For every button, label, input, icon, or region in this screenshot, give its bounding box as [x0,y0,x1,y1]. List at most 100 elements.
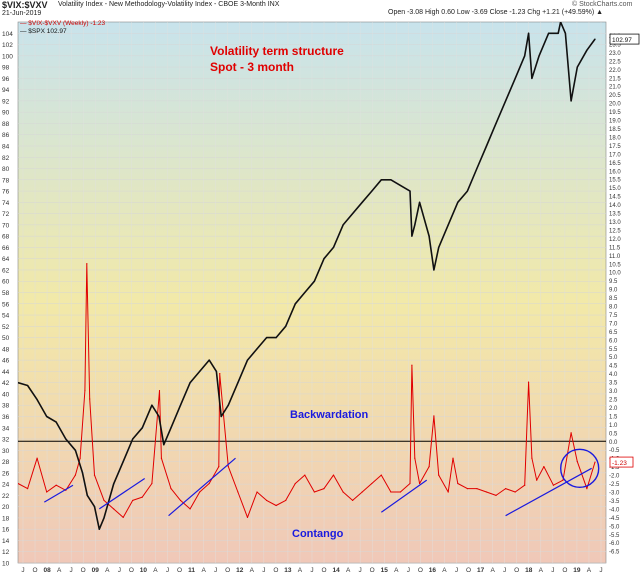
spx-point [86,494,88,496]
right-tick-label: 23.0 [609,51,621,57]
spx-point [93,506,96,508]
spread-point [452,457,454,459]
x-tick-label: O [177,567,182,574]
x-tick-label: 12 [236,567,244,574]
spread-point [313,491,315,493]
spx-point [564,32,566,34]
spx-point [380,179,382,181]
left-tick-label: 22 [2,493,10,500]
spread-point [505,488,507,490]
right-tick-label: 16.0 [609,169,621,175]
spx-point [411,235,413,237]
spread-point [132,499,134,502]
spx-price-badge [609,33,640,45]
left-tick-label: 74 [2,200,10,207]
spx-point [570,100,572,102]
right-tick-label: 14.0 [609,203,621,209]
spread-point [361,491,363,493]
spx-point [531,77,533,79]
spx-price-badge-text: 102.97 [612,37,632,44]
spx-point [361,201,363,203]
spread-point [189,508,191,510]
spx-point [594,38,596,40]
spx-point [256,348,258,350]
right-tick-label: -1.5 [609,465,620,471]
spx-point [18,382,19,384]
spread-price-badge [609,456,634,468]
series-layer [18,22,606,531]
left-tick-label: 66 [2,245,10,252]
spread-point [466,488,468,490]
right-tick-label: 3.5 [609,381,618,387]
spread-point [246,516,249,518]
right-tick-label: 12.0 [609,237,621,243]
spx-point [447,224,449,226]
x-tick-label: O [562,567,567,574]
x-tick-label: O [81,567,86,574]
right-tick-label: 6.0 [609,338,618,344]
spx-point [428,235,430,237]
spread-point [543,466,545,468]
right-tick-label: 1.5 [609,414,618,420]
left-tick-label: 60 [2,279,10,286]
left-tick-label: 62 [2,267,10,274]
left-tick-label: 12 [2,549,10,556]
left-tick-label: 40 [2,391,10,398]
spx-point [476,167,478,170]
right-tick-label: -2.5 [609,482,620,488]
left-tick-label: 52 [2,324,10,331]
right-tick-label: 2.5 [609,398,618,404]
spx-point [163,444,165,446]
x-tick-label: O [514,567,519,574]
x-tick-label: J [407,567,410,574]
spread-point [18,482,19,485]
right-tick-label: 7.5 [609,313,618,319]
backwardation-label: Backwardation [290,409,369,421]
ohlc-readout: Open -3.08 High 0.60 Low -3.69 Close -1.… [388,9,604,16]
x-tick-label: 13 [284,567,292,574]
x-tick-label: 16 [429,567,437,574]
left-tick-label: 34 [2,425,10,432]
spread-point [275,504,277,507]
spx-point [514,77,516,79]
right-tick-label: 15.0 [609,186,621,192]
spread-point [218,466,220,468]
x-tick-label: A [250,567,255,574]
x-tick-label: J [214,567,217,574]
spread-point [103,499,105,502]
left-tick-label: 20 [2,504,10,511]
spx-point [151,404,153,406]
x-tick-label: J [70,567,73,574]
right-tick-label: 6.5 [609,330,618,336]
right-tick-label: -3.0 [609,490,620,496]
x-tick-label: A [490,567,495,574]
spread-point [411,364,413,366]
spx-point [399,184,402,187]
spx-point [65,438,67,440]
x-tick-label: 18 [525,567,533,574]
left-tick-label: 44 [2,369,10,376]
legend-spx: — $SPX 102.97 [20,28,67,35]
spread-point [414,457,416,459]
spx-series-line [18,22,596,531]
spread-point [485,491,488,493]
spx-point [495,122,497,125]
left-tick-label: 14 [2,538,10,545]
spx-point [208,359,210,361]
left-tick-label: 42 [2,380,10,387]
right-tick-label: 4.0 [609,372,618,378]
spread-point [219,373,221,375]
left-tick-label: 104 [2,31,13,38]
left-tick-label: 96 [2,76,10,83]
left-tick-label: 10 [2,561,10,568]
spread-point [141,496,143,498]
spread-point [304,474,306,476]
x-tick-label: J [166,567,169,574]
right-tick-label: 0.5 [609,431,618,437]
x-tick-label: J [118,567,121,574]
right-tick-label: 5.0 [609,355,618,361]
left-tick-label: 76 [2,189,10,196]
contango-label: Contango [292,528,344,540]
spx-point [390,179,392,181]
right-tick-label: 13.0 [609,220,621,226]
